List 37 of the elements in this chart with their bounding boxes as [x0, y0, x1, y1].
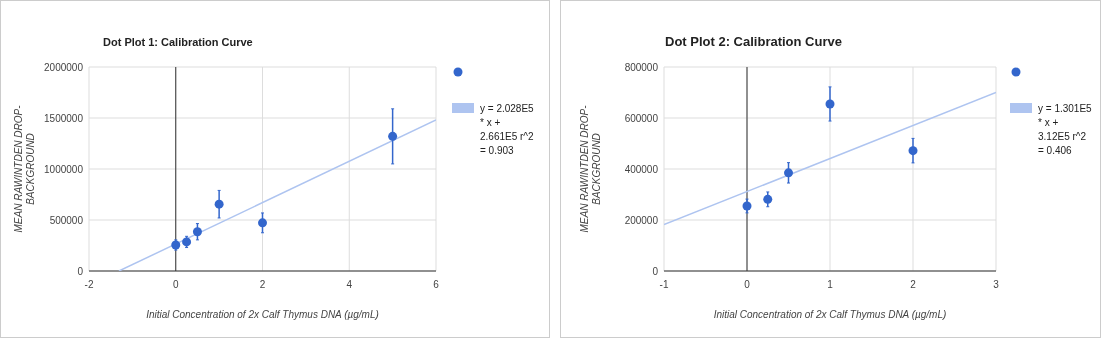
x-tick-label: 2	[910, 279, 917, 290]
x-tick-label: 0	[172, 279, 179, 290]
y-axis-title: MEAN RAWINTDEN DROP-BACKGROUND	[13, 104, 36, 233]
x-axis-title: Initial Concentration of 2x Calf Thymus DNA (µg/mL)	[713, 309, 947, 320]
x-tick-label: 0	[744, 279, 751, 290]
x-tick-label: 2	[259, 279, 266, 290]
x-tick-label: 4	[346, 279, 353, 290]
y-tick-label: 0	[77, 266, 84, 277]
point	[763, 194, 773, 204]
chart-title: Dot Plot 2: Calibration Curve	[665, 34, 842, 49]
point	[214, 199, 224, 209]
point	[182, 237, 192, 247]
legend-label: y = 2.028E5 * x + 2.661E5 r^2 = 0.903	[480, 103, 535, 156]
y-tick-label: 400000	[624, 164, 659, 175]
chart-title: Dot Plot 1: Calibration Curve	[103, 36, 253, 48]
y-axis-title: MEAN RAWINTDEN DROP-BACKGROUND	[579, 104, 602, 233]
point	[192, 227, 202, 237]
x-tick-label: -1	[659, 279, 669, 290]
y-tick-label: 800000	[624, 62, 659, 73]
y-tick-label: 0	[652, 266, 659, 277]
point	[908, 146, 918, 156]
y-tick-label: 500000	[49, 215, 84, 226]
x-tick-label: 6	[433, 279, 440, 290]
x-axis-title: Initial Concentration of 2x Calf Thymus DNA (µg/mL)	[146, 309, 379, 320]
y-tick-label: 200000	[624, 215, 659, 226]
point	[784, 168, 793, 178]
legend-label: y = 1.301E5 * x + 3.12E5 r^2 = 0.406	[1038, 103, 1093, 156]
x-tick-label: 1	[827, 279, 834, 290]
y-tick-label: 1000000	[44, 164, 84, 175]
point	[258, 218, 267, 228]
x-tick-label: -2	[84, 279, 94, 290]
y-tick-label: 600000	[624, 113, 659, 124]
x-tick-label: 3	[993, 279, 1000, 290]
point	[388, 131, 398, 141]
point	[825, 99, 835, 109]
y-tick-label: 2000000	[44, 62, 84, 73]
y-tick-label: 1500000	[44, 113, 84, 124]
